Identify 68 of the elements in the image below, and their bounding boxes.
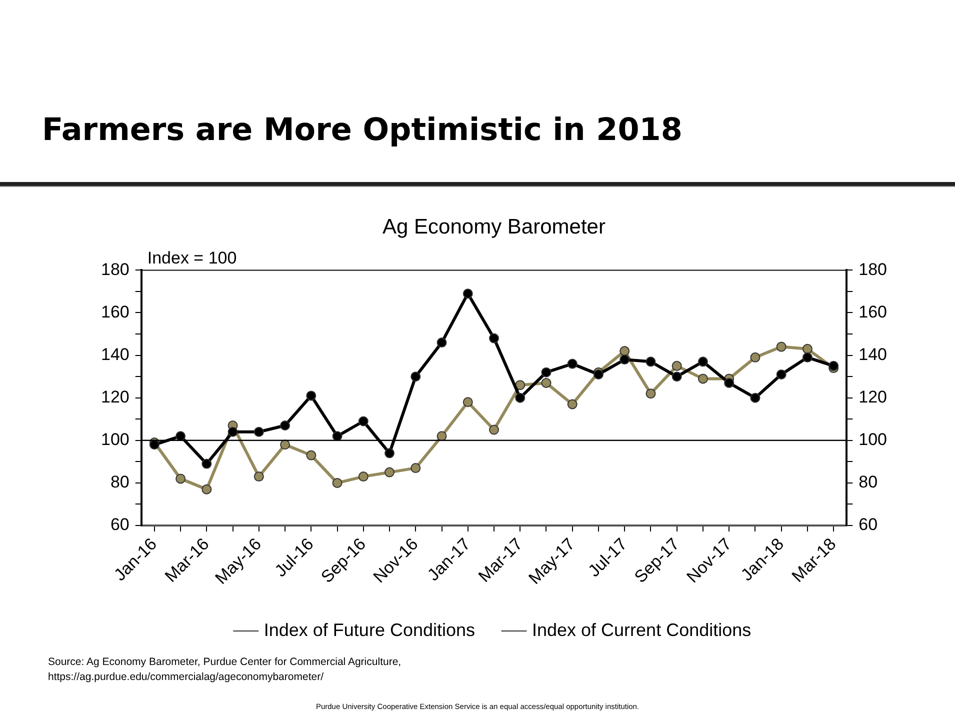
point [620, 354, 630, 365]
point [254, 472, 264, 482]
point [515, 392, 526, 403]
point [724, 378, 734, 388]
point [541, 367, 552, 378]
point [698, 374, 708, 384]
point [489, 333, 499, 344]
source-note: Source: Ag Economy Barometer, Purdue Center for Commercial Agriculture, [48, 655, 402, 670]
point [410, 372, 421, 382]
point [306, 450, 316, 460]
point [332, 478, 342, 488]
point [802, 352, 812, 362]
legend-label: Index of Future Conditions [264, 620, 476, 640]
y2-tick-label: 120 [858, 388, 888, 407]
y2-tick-label: 160 [858, 302, 888, 322]
point [541, 378, 552, 388]
point [462, 288, 473, 299]
point [698, 356, 708, 367]
text: https://ag.purdue.edu/commercialag/ageconomybarometer/ [48, 670, 324, 685]
point [776, 342, 786, 352]
y-tick-label: 120 [100, 388, 130, 407]
y-tick-label: 160 [100, 302, 130, 322]
point [384, 448, 395, 458]
point [358, 472, 368, 482]
y-tick-label: 140 [100, 344, 130, 364]
point [567, 399, 578, 410]
point [280, 440, 290, 450]
point [436, 431, 447, 442]
point [228, 426, 238, 437]
point [462, 397, 473, 408]
point [672, 372, 682, 382]
point [672, 360, 682, 371]
point [202, 458, 212, 469]
y2-tick-label: 60 [858, 515, 878, 534]
point [280, 420, 290, 431]
y-tick-label: 100 [100, 430, 130, 450]
point [802, 344, 812, 354]
point [358, 416, 368, 426]
point [750, 352, 760, 362]
y2-tick-label: 100 [858, 430, 888, 450]
y-tick-label: 80 [110, 472, 130, 492]
y2-tick-label: 140 [858, 344, 888, 364]
point [646, 388, 656, 399]
chart-title: Farmers are More Optimistic in 2018 [42, 112, 682, 148]
legend-label: Index of Current Conditions [532, 620, 752, 640]
point [646, 356, 656, 367]
y-tick-label: 180 [100, 260, 130, 279]
point [384, 467, 395, 478]
point [202, 484, 212, 494]
point [567, 358, 578, 369]
point [620, 346, 630, 356]
point [254, 426, 264, 437]
point [332, 431, 342, 442]
point [410, 463, 421, 474]
text: Index = 100 [147, 248, 237, 268]
y2-tick-label: 180 [858, 260, 888, 279]
point [489, 424, 499, 435]
point [306, 390, 316, 401]
chart-subtitle: Ag Economy Barometer [382, 215, 606, 238]
point [515, 380, 526, 390]
y2-tick-label: 80 [858, 472, 878, 492]
y-tick-label: 60 [110, 515, 130, 534]
point [750, 392, 760, 403]
point [176, 431, 186, 442]
point [828, 360, 839, 371]
point [176, 474, 186, 484]
point [436, 338, 447, 348]
point [776, 369, 786, 380]
